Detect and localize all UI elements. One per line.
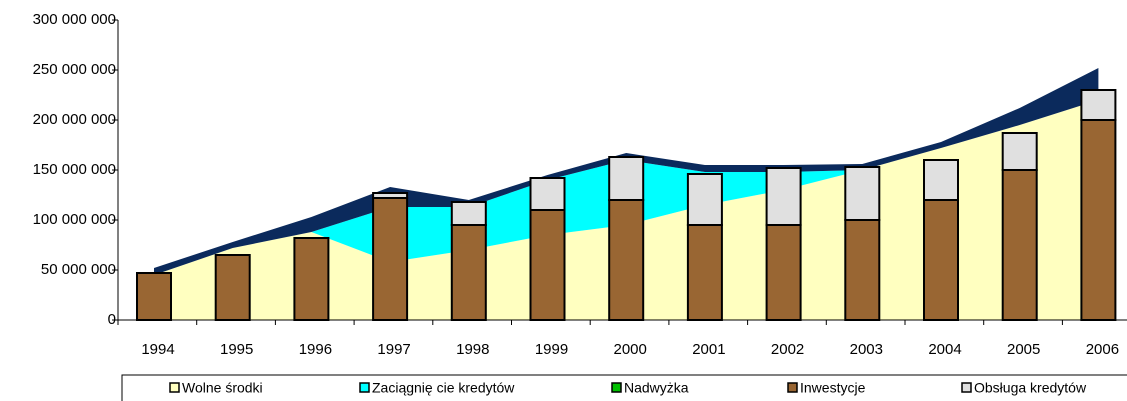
bar: [923, 199, 959, 321]
bar: [450, 224, 487, 321]
x-tick-label: 1994: [141, 341, 174, 358]
y-tick-label: 50 000 000: [41, 261, 116, 278]
bar: [1001, 169, 1038, 321]
bar: [844, 219, 881, 321]
legend-label: Wolne środki: [182, 380, 263, 396]
bar: [372, 192, 409, 199]
legend-label: Zaciągnię cie kredytów: [372, 380, 515, 396]
bar: [686, 173, 723, 226]
bar: [529, 177, 566, 211]
legend-label: Inwestycje: [800, 380, 866, 396]
bar: [765, 167, 802, 226]
y-tick-label: 300 000 000: [33, 11, 116, 28]
legend-label: Obsługa kredytów: [974, 380, 1087, 396]
legend-swatch: [961, 382, 972, 393]
bar: [372, 197, 409, 321]
bar: [844, 166, 881, 221]
y-tick-label: 250 000 000: [33, 61, 116, 78]
legend-swatch: [169, 382, 180, 393]
bar: [923, 159, 959, 201]
bar: [293, 237, 330, 321]
x-tick-label: 2001: [692, 341, 725, 358]
x-tick-label: 1996: [299, 341, 332, 358]
bar: [214, 254, 251, 321]
x-tick-label: 1997: [377, 341, 410, 358]
bar: [529, 209, 566, 321]
x-tick-label: 2005: [1007, 341, 1040, 358]
y-tick-label: 100 000 000: [33, 211, 116, 228]
x-tick-label: 2002: [771, 341, 804, 358]
x-tick-label: 1999: [535, 341, 568, 358]
x-tick-label: 2004: [928, 341, 961, 358]
bar: [450, 201, 487, 226]
y-tick-label: 200 000 000: [33, 111, 116, 128]
x-tick-label: 2000: [614, 341, 647, 358]
x-tick-label: 1995: [220, 341, 253, 358]
bar: [1080, 119, 1117, 321]
bar: [1080, 89, 1117, 121]
x-tick-label: 2003: [850, 341, 883, 358]
legend-swatch: [611, 382, 622, 393]
legend-swatch: [359, 382, 370, 393]
bar: [608, 199, 645, 321]
x-tick-label: 2006: [1086, 341, 1119, 358]
bar: [765, 224, 802, 321]
x-tick-label: 1998: [456, 341, 489, 358]
legend-swatch: [787, 382, 798, 393]
bar: [1001, 132, 1038, 171]
y-tick-label: 0: [108, 311, 116, 328]
bar: [686, 224, 723, 321]
legend-label: Nadwyżka: [624, 380, 689, 396]
bar: [608, 156, 645, 201]
bar: [136, 272, 172, 321]
y-tick-label: 150 000 000: [33, 161, 116, 178]
legend: [121, 374, 1127, 401]
